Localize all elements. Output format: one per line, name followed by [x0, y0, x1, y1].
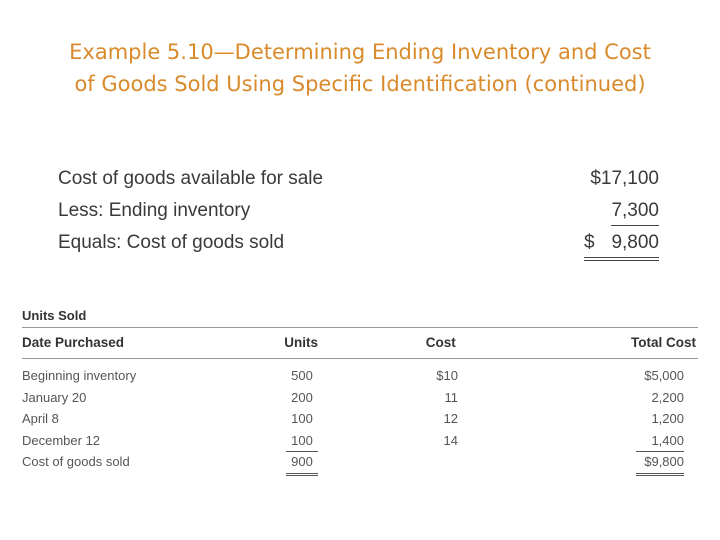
- cell-date: December 12: [22, 432, 101, 448]
- summary-label: Cost of goods available for sale: [58, 168, 324, 189]
- summary-row-ending-inventory: Less: Ending inventory 7,300: [58, 195, 663, 227]
- column-header-units: Units: [284, 335, 319, 350]
- cell-total: $5,000: [644, 368, 684, 383]
- units-sold-table: Units Sold Date Purchased Units Cost Tot…: [22, 305, 698, 476]
- cell-total: 2,200: [651, 389, 684, 405]
- table-header-row: Date Purchased Units Cost Total Cost: [22, 328, 698, 359]
- slide-title: Example 5.10—Determining Ending Inventor…: [0, 36, 720, 100]
- cell-cost: 14: [443, 432, 458, 448]
- table-heading: Units Sold: [22, 305, 698, 328]
- cell-cost: $10: [436, 368, 458, 383]
- summary-amount: 9,800: [611, 232, 659, 253]
- cell-total: $9,800: [636, 451, 684, 476]
- cell-date: Beginning inventory: [22, 368, 137, 383]
- summary-label: Equals: Cost of goods sold: [58, 232, 285, 253]
- cell-units: 200: [291, 389, 313, 405]
- title-line-2: of Goods Sold Using Specific Identificat…: [74, 72, 646, 96]
- summary-amount: $17,100: [590, 168, 659, 189]
- table-row: Beginning inventory 500 $10 $5,000: [22, 365, 698, 387]
- summary-row-cogs: Equals: Cost of goods sold $ 9,800: [58, 227, 663, 261]
- table-row: January 20 200 11 2,200: [22, 387, 698, 409]
- column-header-date: Date Purchased: [22, 335, 125, 350]
- table-row: December 12 100 14 1,400: [22, 430, 698, 452]
- cell-cost: 11: [444, 389, 459, 405]
- cell-date: April 8: [22, 411, 59, 426]
- currency-symbol: $: [584, 232, 595, 253]
- cell-total: 1,200: [651, 411, 684, 426]
- cell-units: 900: [286, 451, 318, 476]
- summary-amount-total: $ 9,800: [584, 229, 659, 261]
- table-row: April 8 100 12 1,200: [22, 408, 698, 430]
- cell-total: 1,400: [636, 430, 684, 452]
- cogs-summary: Cost of goods available for sale $17,100…: [58, 163, 663, 261]
- title-line-1: Example 5.10—Determining Ending Inventor…: [69, 40, 651, 64]
- table-row-total: Cost of goods sold 900 $9,800: [22, 451, 698, 476]
- cell-date: January 20: [22, 389, 87, 405]
- summary-amount: 7,300: [611, 197, 659, 226]
- column-header-total: Total Cost: [631, 335, 696, 350]
- cell-date: Cost of goods sold: [22, 454, 130, 469]
- cell-units: 100: [291, 411, 313, 426]
- column-header-cost: Cost: [425, 335, 456, 350]
- summary-row-available: Cost of goods available for sale $17,100: [58, 163, 663, 195]
- summary-label: Less: Ending inventory: [58, 200, 251, 221]
- cell-cost: 12: [443, 411, 458, 426]
- cell-units: 100: [286, 430, 318, 452]
- cell-units: 500: [291, 368, 313, 383]
